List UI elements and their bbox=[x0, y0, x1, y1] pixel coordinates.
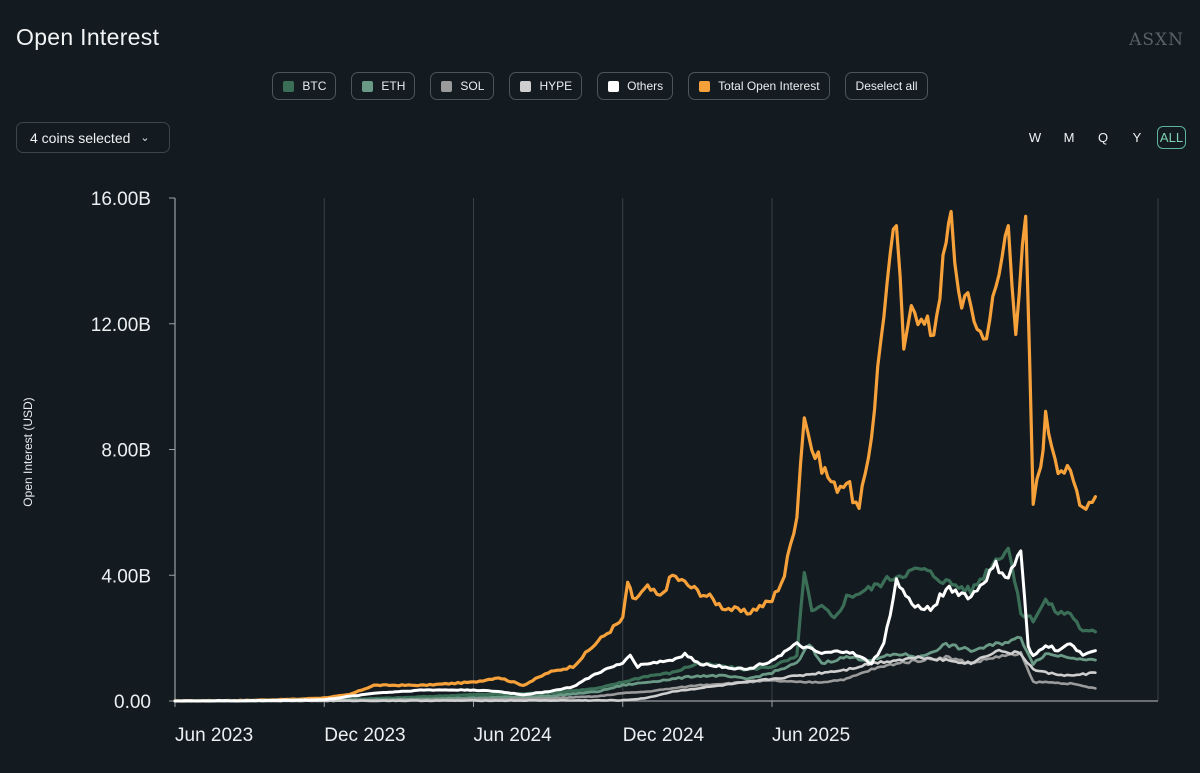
legend-total-open-interest[interactable]: Total Open Interest bbox=[688, 72, 830, 100]
series-line-hype[interactable] bbox=[173, 648, 1097, 703]
legend-eth[interactable]: ETH bbox=[351, 72, 416, 100]
y-tick-label: 12.00B bbox=[91, 315, 151, 336]
range-w-button[interactable]: W bbox=[1028, 130, 1042, 145]
legend-hype-label: HYPE bbox=[539, 79, 573, 93]
range-y-button[interactable]: Y bbox=[1132, 130, 1142, 145]
series-legend: BTC ETH SOL HYPE Others Total Open Inter… bbox=[0, 72, 1200, 100]
legend-others[interactable]: Others bbox=[597, 72, 674, 100]
others-swatch-icon bbox=[608, 80, 620, 92]
time-range-selector: W M Q Y ALL bbox=[1021, 126, 1186, 149]
y-tick-label: 8.00B bbox=[101, 441, 151, 462]
coin-selector-label: 4 coins selected bbox=[30, 129, 131, 146]
legend-hype[interactable]: HYPE bbox=[509, 72, 583, 100]
x-tick-label: Jun 2024 bbox=[474, 725, 553, 746]
y-tick-label: 0.00 bbox=[114, 692, 151, 713]
total-swatch-icon bbox=[699, 80, 711, 92]
x-tick-label: Jun 2023 bbox=[175, 725, 253, 746]
range-all-button[interactable]: ALL bbox=[1157, 126, 1186, 149]
chevron-down-icon: ⌄ bbox=[140, 132, 150, 144]
deselect-all-button[interactable]: Deselect all bbox=[844, 72, 928, 100]
brand-logo: ASXN bbox=[1129, 30, 1184, 50]
x-tick-label: Dec 2024 bbox=[623, 725, 705, 746]
series-line-total-open-interest[interactable] bbox=[173, 209, 1097, 703]
y-tick-label: 16.00B bbox=[91, 189, 151, 210]
legend-others-label: Others bbox=[627, 79, 664, 93]
eth-swatch-icon bbox=[362, 80, 374, 92]
hype-swatch-icon bbox=[520, 80, 532, 92]
chart-grid bbox=[323, 198, 1159, 701]
legend-btc-label: BTC bbox=[302, 79, 327, 93]
legend-total-label: Total Open Interest bbox=[718, 79, 820, 93]
chart-axes: 0.00 4.00B 8.00B 12.00B 16.00B Jun 2023 Dec 20… bbox=[91, 189, 1158, 746]
range-m-button[interactable]: M bbox=[1063, 130, 1075, 145]
btc-swatch-icon bbox=[283, 80, 295, 92]
series-line-others[interactable] bbox=[173, 549, 1097, 703]
range-q-button[interactable]: Q bbox=[1097, 130, 1109, 145]
coin-selector-dropdown[interactable]: 4 coins selected ⌄ bbox=[16, 122, 170, 153]
x-tick-label: Jun 2025 bbox=[772, 725, 850, 746]
page-title: Open Interest bbox=[16, 24, 160, 50]
legend-eth-label: ETH bbox=[381, 79, 406, 93]
series-line-sol[interactable] bbox=[173, 651, 1097, 703]
legend-btc[interactable]: BTC bbox=[272, 72, 337, 100]
x-tick-label: Dec 2023 bbox=[324, 725, 405, 746]
legend-sol[interactable]: SOL bbox=[430, 72, 495, 100]
series-line-btc[interactable] bbox=[173, 546, 1097, 703]
legend-sol-label: SOL bbox=[460, 79, 485, 93]
y-tick-label: 4.00B bbox=[101, 566, 151, 587]
deselect-all-label: Deselect all bbox=[855, 79, 918, 93]
chart-series bbox=[173, 209, 1097, 703]
sol-swatch-icon bbox=[441, 80, 453, 92]
y-axis-label: Open Interest (USD) bbox=[21, 397, 35, 506]
